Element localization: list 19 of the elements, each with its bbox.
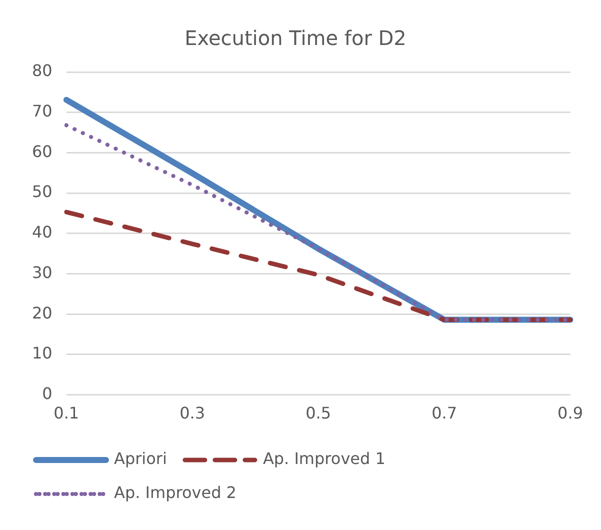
x-tick-label: 0.1 (54, 404, 80, 423)
y-tick-label: 20 (32, 303, 52, 322)
legend-label: Ap. Improved 1 (262, 449, 386, 468)
x-tick-label: 0.9 (558, 404, 584, 423)
y-tick-label: 30 (32, 262, 52, 282)
y-tick-label: 10 (32, 344, 52, 363)
y-tick-label: 40 (32, 222, 52, 242)
line-series (64, 210, 573, 322)
y-tick-label: 80 (32, 61, 52, 80)
y-tick-label: 0 (42, 384, 52, 403)
y-tick-label: 60 (32, 142, 52, 161)
chart-title: Execution Time for D2 (184, 26, 406, 50)
legend-label: Apriori (114, 449, 167, 468)
y-tick-label: 50 (32, 182, 52, 202)
y-tick-label: 70 (32, 102, 52, 121)
x-tick-label: 0.7 (432, 404, 458, 423)
x-tick-label: 0.5 (306, 404, 332, 423)
x-tick-label: 0.3 (180, 404, 206, 423)
legend-label: Ap. Improved 2 (114, 483, 236, 502)
